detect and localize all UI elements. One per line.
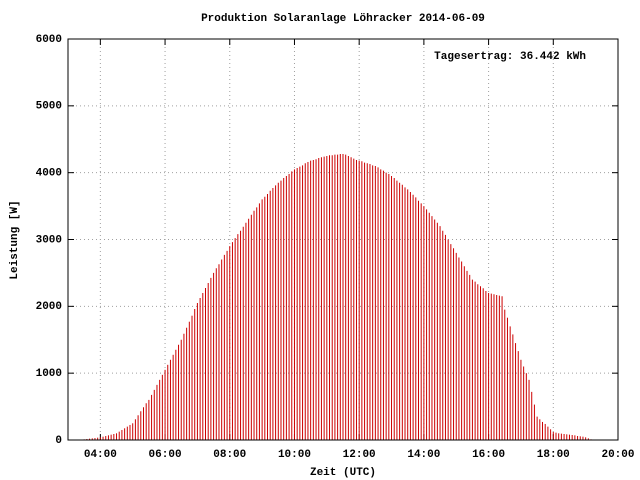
x-tick-label: 04:00: [84, 449, 117, 461]
x-tick-label: 06:00: [149, 449, 182, 461]
x-tick-label: 14:00: [407, 449, 440, 461]
y-tick-label: 1000: [36, 368, 62, 380]
y-tick-label: 3000: [36, 234, 62, 246]
y-tick-label: 2000: [36, 301, 62, 313]
chart-title: Produktion Solaranlage Löhracker 2014-06…: [201, 13, 485, 25]
y-tick-label: 0: [55, 435, 62, 447]
y-tick-label: 4000: [36, 168, 62, 180]
y-axis-label: Leistung [W]: [9, 200, 21, 279]
y-tick-label: 6000: [36, 34, 62, 46]
x-tick-label: 12:00: [343, 449, 376, 461]
y-tick-label: 5000: [36, 101, 62, 113]
x-tick-label: 20:00: [601, 449, 634, 461]
annotation: Tagesertrag: 36.442 kWh: [434, 51, 586, 63]
x-tick-label: 18:00: [537, 449, 570, 461]
plot-border: [67, 38, 619, 441]
x-tick-label: 16:00: [472, 449, 505, 461]
x-tick-label: 08:00: [213, 449, 246, 461]
x-tick-label: 10:00: [278, 449, 311, 461]
x-axis-label: Zeit (UTC): [310, 467, 376, 479]
